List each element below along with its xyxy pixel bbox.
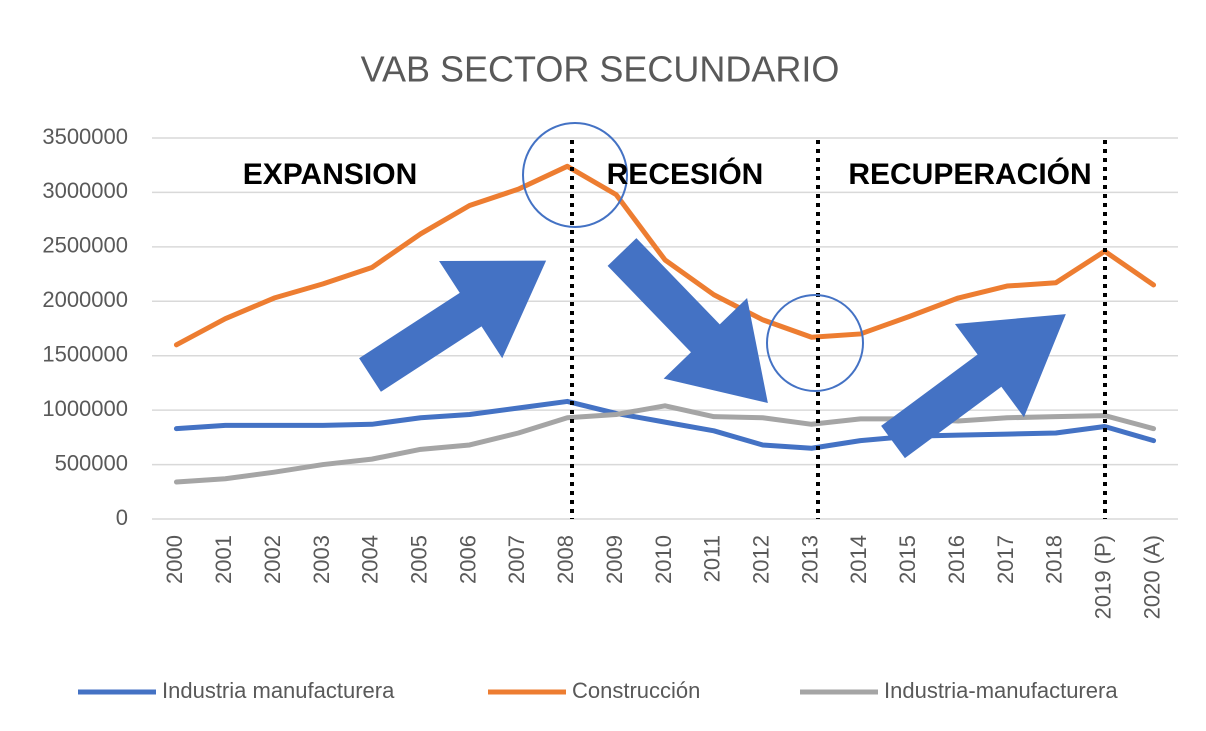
phase-dividers [570, 140, 1107, 519]
circle [522, 122, 628, 228]
y-tick-label: 3500000 [42, 124, 128, 149]
y-tick-label: 2500000 [42, 233, 128, 258]
x-tick-label: 2011 [700, 535, 725, 582]
arrow [607, 238, 768, 404]
y-tick-label: 2000000 [42, 287, 128, 312]
circle [766, 294, 864, 392]
y-tick-label: 1000000 [42, 396, 128, 421]
x-tick-label: 2018 [1042, 535, 1067, 584]
y-tick-label: 3000000 [42, 178, 128, 203]
x-tick-label: 2009 [602, 535, 627, 584]
x-tick-label: 2020 (A) [1139, 535, 1164, 619]
x-tick-label: 2005 [407, 535, 432, 584]
x-tick-label: 2019 (P) [1091, 535, 1116, 619]
x-tick-label: 2016 [944, 535, 969, 584]
series-line [173, 163, 1157, 348]
series-line [173, 398, 1157, 451]
x-tick-label: 2015 [895, 535, 920, 584]
x-tick-label: 2012 [749, 535, 774, 584]
x-tick-label: 2017 [993, 535, 1018, 584]
x-tick-label: 2003 [309, 535, 334, 584]
arrow [881, 314, 1066, 459]
x-tick-label: 2006 [455, 535, 480, 584]
phase-label: RECESIÓN [607, 157, 764, 191]
phase-label: RECUPERACIÓN [848, 157, 1091, 191]
legend-label: Industria manufacturera [162, 678, 395, 703]
x-tick-label: 2014 [846, 535, 871, 584]
legend-label: Industria-manufacturera [884, 678, 1118, 703]
arrow [359, 260, 547, 392]
chart-title: VAB SECTOR SECUNDARIO [361, 49, 840, 90]
legend-label: Construcción [572, 678, 700, 703]
grid: 0 500000 1000000 1500000 2000000 2500000 30000… [42, 124, 1178, 619]
series-line [173, 403, 1157, 485]
trend-arrows [359, 238, 1066, 459]
y-tick-label: 500000 [55, 450, 128, 475]
y-tick-label: 0 [116, 505, 128, 530]
x-tick-label: 2013 [797, 535, 822, 584]
x-tick-label: 2010 [651, 535, 676, 584]
x-tick-label: 2008 [553, 535, 578, 584]
x-tick-label: 2001 [211, 535, 236, 584]
x-tick-label: 2007 [504, 535, 529, 584]
x-tick-label: 2002 [260, 535, 285, 584]
phase-label: EXPANSION [243, 158, 417, 191]
y-tick-label: 1500000 [42, 342, 128, 367]
series-lines [173, 163, 1157, 485]
legend: Industria manufacturera Construcción Indus… [78, 678, 1118, 703]
highlight-circles [522, 122, 864, 392]
x-tick-label: 2004 [358, 535, 383, 584]
x-tick-label: 2000 [162, 535, 187, 584]
